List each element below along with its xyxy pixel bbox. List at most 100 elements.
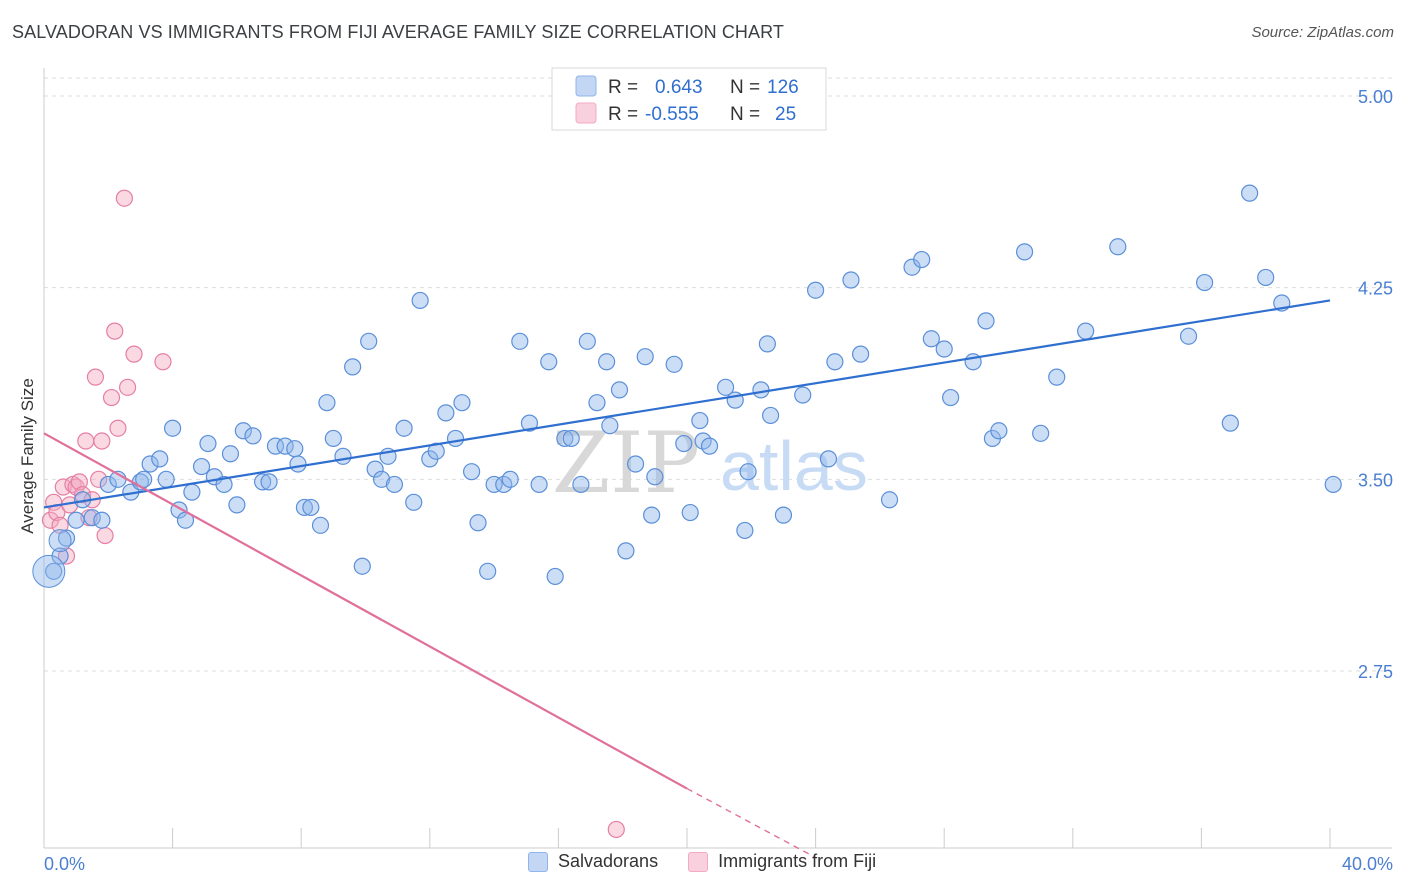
salvadoran-point [540, 353, 558, 371]
salvadoran-point [511, 332, 529, 350]
bottom-legend: Salvadorans Immigrants from Fiji [528, 851, 906, 872]
salvadoran-point [141, 455, 159, 473]
salvadoran-point [806, 281, 825, 299]
y-axis-title: Average Family Size [18, 378, 37, 534]
salvadoran-point [311, 516, 330, 534]
salvadoran-point [192, 457, 211, 476]
salvadoran-point [1015, 243, 1034, 261]
legend-n-label-pink: N = [730, 104, 760, 125]
salvadoran-point [665, 355, 683, 373]
bottom-legend-label: Salvadorans [558, 851, 659, 871]
salvadoran-point [453, 394, 471, 412]
salvadoran-point [462, 463, 481, 481]
salvadoran-point [739, 463, 757, 481]
salvadoran-point [588, 394, 606, 412]
salvadoran-point [578, 332, 596, 350]
legend-r-value-blue: 0.643 [655, 77, 703, 98]
fiji-point [93, 432, 111, 450]
salvadoran-point [221, 445, 240, 463]
salvadoran-point [93, 511, 111, 529]
salvadoran-point [675, 434, 693, 453]
salvadoran-point [164, 419, 182, 437]
y-tick-label: 3.50 [1358, 470, 1393, 490]
salvadoran-point [681, 503, 699, 522]
fiji-point [77, 432, 95, 450]
bottom-legend-label: Immigrants from Fiji [718, 851, 877, 871]
fiji-trendline-extension [686, 787, 816, 859]
salvadoran-point [774, 506, 793, 524]
salvadoran-point [601, 417, 619, 435]
legend-n-value-blue: 126 [767, 77, 799, 98]
salvadoran-point [289, 455, 307, 473]
fiji-point [90, 470, 108, 488]
salvadoran-point [151, 450, 169, 468]
y-tick-label: 2.75 [1358, 662, 1393, 682]
salvadoran-point [48, 529, 72, 553]
salvadoran-point [842, 271, 860, 289]
salvadoran-point [244, 427, 262, 445]
salvadoran-point [360, 332, 378, 350]
bottom-legend-item-salvadorans[interactable]: Salvadorans [528, 851, 658, 872]
salvadoran-point [646, 468, 664, 486]
salvadoran-point [99, 475, 117, 494]
salvadoran-point [942, 388, 960, 407]
salvadoran-point [880, 491, 899, 509]
legend-n-label-blue: N = [730, 77, 760, 98]
fiji-point [115, 189, 133, 207]
salvadoran-point [344, 358, 362, 376]
x-tick-label-max: 40.0% [1342, 854, 1393, 874]
salvadoran-point [353, 557, 371, 575]
salvadoran-point [913, 250, 931, 269]
salvadoran-point [254, 473, 272, 491]
salvadoran-point [295, 498, 314, 517]
legend-swatch-pink [575, 102, 597, 124]
fiji-point [125, 345, 143, 363]
salvadoran-point [157, 470, 175, 488]
salvadoran-point [610, 381, 629, 399]
fiji-point [70, 473, 88, 491]
fiji-point [57, 547, 76, 565]
salvadoran-point [1032, 424, 1050, 442]
fiji-point [86, 368, 105, 386]
salvadoran-point [302, 498, 320, 517]
salvadoran-point [530, 475, 548, 494]
fiji-point [73, 486, 92, 504]
y-tick-label: 4.25 [1358, 279, 1393, 299]
salvadoran-point [286, 440, 304, 458]
salvadoran-point [935, 340, 953, 358]
grid-layer [44, 77, 1392, 672]
salvadoran-point [1257, 268, 1275, 287]
salvadoran-point [562, 429, 580, 448]
salvadoran-point [437, 404, 455, 422]
salvadoran-points [32, 184, 1342, 588]
salvadoran-point [1196, 273, 1214, 292]
salvadoran-point [556, 429, 574, 448]
salvadoran-point [411, 291, 429, 310]
salvadoran-point [716, 378, 735, 396]
salvadoran-point [405, 493, 423, 511]
salvadoran-point [922, 330, 940, 348]
salvadoran-point [643, 506, 661, 524]
salvadoran-point [276, 437, 294, 455]
salvadoran-point [318, 394, 336, 412]
salvadoran-point [366, 460, 384, 478]
trendline-layer [43, 299, 1331, 859]
bottom-legend-item-fiji[interactable]: Immigrants from Fiji [688, 851, 876, 872]
chart-title: SALVADORAN VS IMMIGRANTS FROM FIJI AVERA… [12, 22, 784, 42]
fiji-point [54, 478, 72, 496]
salvadoran-point [228, 496, 246, 514]
fiji-point [607, 820, 625, 839]
salvadoran-point [520, 414, 539, 432]
legend-swatch-icon [688, 851, 709, 872]
y-tick-label: 5.00 [1358, 87, 1393, 107]
salvadoran-point [1109, 238, 1127, 256]
salvadoran-point [372, 470, 391, 488]
salvadoran-point [572, 475, 590, 494]
salvadoran-point [1048, 368, 1066, 386]
fiji-point [154, 353, 172, 371]
salvadoran-point [819, 450, 838, 468]
salvadoran-point [977, 312, 995, 330]
salvadoran-point [260, 473, 278, 491]
salvadoran-trendline [43, 299, 1331, 509]
